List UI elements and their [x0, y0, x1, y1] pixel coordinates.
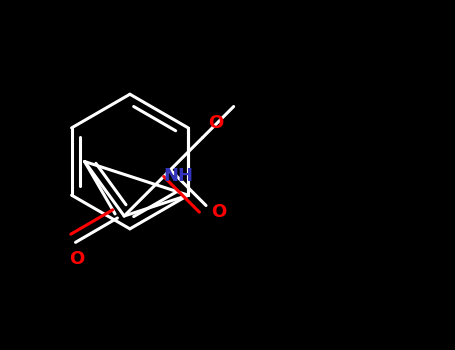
- Text: NH: NH: [163, 167, 193, 186]
- Text: O: O: [69, 250, 84, 268]
- Text: O: O: [211, 203, 226, 221]
- Text: O: O: [208, 114, 223, 132]
